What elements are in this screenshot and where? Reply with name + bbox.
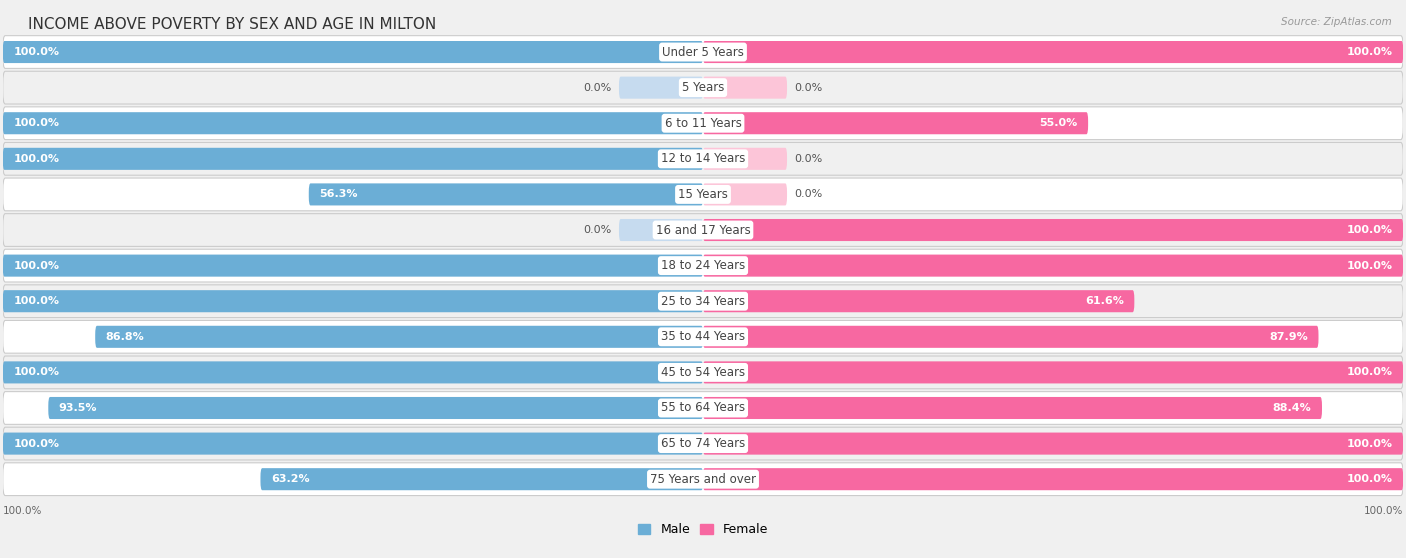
Text: 93.5%: 93.5% [59, 403, 97, 413]
FancyBboxPatch shape [703, 326, 1319, 348]
FancyBboxPatch shape [3, 285, 1403, 318]
Text: 100.0%: 100.0% [13, 296, 59, 306]
Text: 88.4%: 88.4% [1272, 403, 1312, 413]
Text: 0.0%: 0.0% [583, 83, 612, 93]
FancyBboxPatch shape [619, 76, 703, 99]
FancyBboxPatch shape [309, 184, 703, 205]
Text: INCOME ABOVE POVERTY BY SEX AND AGE IN MILTON: INCOME ABOVE POVERTY BY SEX AND AGE IN M… [28, 17, 436, 32]
Text: 75 Years and over: 75 Years and over [650, 473, 756, 485]
Text: 5 Years: 5 Years [682, 81, 724, 94]
Text: 18 to 24 Years: 18 to 24 Years [661, 259, 745, 272]
FancyBboxPatch shape [3, 463, 1403, 496]
Text: 55.0%: 55.0% [1039, 118, 1077, 128]
Text: 45 to 54 Years: 45 to 54 Years [661, 366, 745, 379]
Text: 86.8%: 86.8% [105, 332, 145, 342]
Text: Source: ZipAtlas.com: Source: ZipAtlas.com [1281, 17, 1392, 27]
Text: 100.0%: 100.0% [13, 118, 59, 128]
FancyBboxPatch shape [3, 320, 1403, 353]
FancyBboxPatch shape [3, 427, 1403, 460]
FancyBboxPatch shape [96, 326, 703, 348]
FancyBboxPatch shape [703, 432, 1403, 455]
Text: 100.0%: 100.0% [1347, 225, 1393, 235]
Text: 100.0%: 100.0% [1347, 367, 1393, 377]
FancyBboxPatch shape [3, 142, 1403, 175]
Text: 55 to 64 Years: 55 to 64 Years [661, 402, 745, 415]
Text: 65 to 74 Years: 65 to 74 Years [661, 437, 745, 450]
Text: 100.0%: 100.0% [1364, 506, 1403, 516]
FancyBboxPatch shape [3, 249, 1403, 282]
Legend: Male, Female: Male, Female [638, 523, 768, 536]
Text: 56.3%: 56.3% [319, 189, 357, 199]
Text: 6 to 11 Years: 6 to 11 Years [665, 117, 741, 129]
FancyBboxPatch shape [619, 219, 703, 241]
FancyBboxPatch shape [3, 112, 703, 134]
FancyBboxPatch shape [703, 254, 1403, 277]
Text: 100.0%: 100.0% [1347, 261, 1393, 271]
Text: 12 to 14 Years: 12 to 14 Years [661, 152, 745, 165]
FancyBboxPatch shape [3, 41, 703, 63]
Text: 100.0%: 100.0% [13, 439, 59, 449]
Text: 100.0%: 100.0% [1347, 47, 1393, 57]
FancyBboxPatch shape [3, 71, 1403, 104]
FancyBboxPatch shape [703, 41, 1403, 63]
FancyBboxPatch shape [3, 36, 1403, 69]
Text: 100.0%: 100.0% [13, 47, 59, 57]
FancyBboxPatch shape [703, 290, 1135, 312]
Text: 0.0%: 0.0% [794, 189, 823, 199]
FancyBboxPatch shape [703, 112, 1088, 134]
Text: 0.0%: 0.0% [583, 225, 612, 235]
FancyBboxPatch shape [703, 362, 1403, 383]
FancyBboxPatch shape [703, 76, 787, 99]
Text: 100.0%: 100.0% [13, 261, 59, 271]
FancyBboxPatch shape [3, 214, 1403, 247]
FancyBboxPatch shape [703, 468, 1403, 490]
Text: 100.0%: 100.0% [1347, 439, 1393, 449]
Text: 100.0%: 100.0% [1347, 474, 1393, 484]
FancyBboxPatch shape [703, 184, 787, 205]
FancyBboxPatch shape [703, 397, 1322, 419]
Text: 0.0%: 0.0% [794, 154, 823, 164]
FancyBboxPatch shape [3, 254, 703, 277]
FancyBboxPatch shape [260, 468, 703, 490]
FancyBboxPatch shape [3, 290, 703, 312]
Text: Under 5 Years: Under 5 Years [662, 46, 744, 59]
FancyBboxPatch shape [3, 178, 1403, 211]
FancyBboxPatch shape [3, 432, 703, 455]
FancyBboxPatch shape [3, 356, 1403, 389]
Text: 16 and 17 Years: 16 and 17 Years [655, 224, 751, 237]
FancyBboxPatch shape [703, 148, 787, 170]
FancyBboxPatch shape [48, 397, 703, 419]
Text: 61.6%: 61.6% [1085, 296, 1123, 306]
Text: 0.0%: 0.0% [794, 83, 823, 93]
Text: 15 Years: 15 Years [678, 188, 728, 201]
Text: 100.0%: 100.0% [13, 154, 59, 164]
Text: 63.2%: 63.2% [271, 474, 309, 484]
FancyBboxPatch shape [3, 362, 703, 383]
FancyBboxPatch shape [3, 148, 703, 170]
Text: 100.0%: 100.0% [13, 367, 59, 377]
FancyBboxPatch shape [3, 392, 1403, 425]
Text: 25 to 34 Years: 25 to 34 Years [661, 295, 745, 307]
Text: 100.0%: 100.0% [3, 506, 42, 516]
Text: 87.9%: 87.9% [1270, 332, 1308, 342]
Text: 35 to 44 Years: 35 to 44 Years [661, 330, 745, 343]
FancyBboxPatch shape [3, 107, 1403, 140]
FancyBboxPatch shape [703, 219, 1403, 241]
